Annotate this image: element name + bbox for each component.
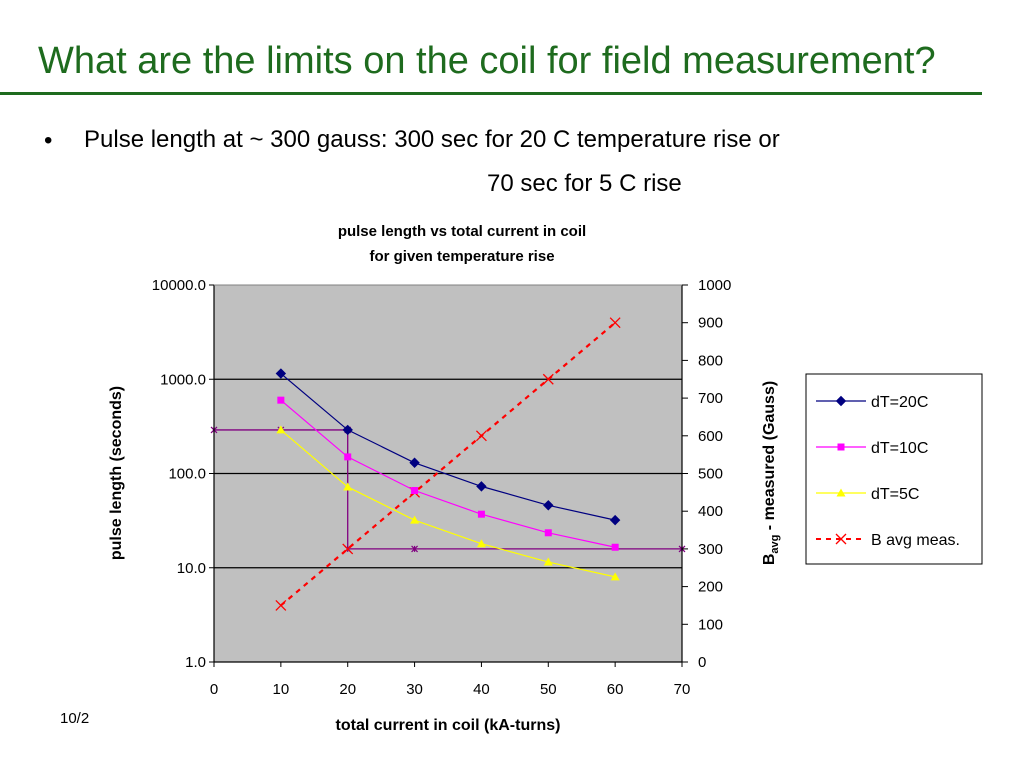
data-point bbox=[342, 424, 353, 436]
y-left-tick-label: 1000.0 bbox=[160, 371, 206, 388]
series-line bbox=[280, 373, 616, 521]
legend-box bbox=[805, 373, 983, 565]
series-line bbox=[280, 399, 616, 548]
legend-item: dT=20C bbox=[816, 394, 928, 411]
data-point bbox=[542, 373, 554, 385]
chart-title-line2: for given temperature rise bbox=[369, 248, 554, 265]
x-tick-label: 20 bbox=[339, 681, 356, 698]
data-point bbox=[342, 543, 354, 555]
y-left-tick-label: 1.0 bbox=[185, 654, 206, 671]
series-layer bbox=[275, 317, 621, 611]
data-point bbox=[277, 396, 285, 404]
y-left-tick-label: 100.0 bbox=[168, 466, 206, 483]
chart-title-line1: pulse length vs total current in coil bbox=[338, 223, 586, 240]
y-axis-right-label-rest: - measured (Gauss) bbox=[761, 381, 778, 535]
legend: dT=20C dT=10C dT=5C B avg meas. bbox=[805, 373, 983, 565]
x-marker-stroke bbox=[342, 543, 354, 555]
y-axis-left-label: pulse length (seconds) bbox=[108, 386, 125, 560]
legend-swatch-marker bbox=[837, 443, 845, 451]
legend-label: dT=20C bbox=[871, 394, 928, 411]
series-dt-20c bbox=[275, 368, 621, 526]
legend-swatch-marker bbox=[835, 533, 847, 545]
y-axis-right-label-main: B bbox=[761, 554, 778, 566]
bullet-text-line1: Pulse length at ~ 300 gauss: 300 sec for… bbox=[84, 126, 780, 153]
data-point bbox=[276, 425, 286, 434]
y-left-tick-label: 10.0 bbox=[177, 560, 206, 577]
y-right-tick-label: 1000 bbox=[698, 277, 731, 294]
data-point bbox=[275, 599, 287, 611]
legend-item: dT=5C bbox=[816, 486, 919, 503]
series-dt-5c bbox=[276, 425, 620, 581]
series-dt-10c bbox=[277, 396, 619, 551]
data-point bbox=[609, 317, 621, 329]
legend-swatch-marker bbox=[835, 395, 847, 407]
title-divider bbox=[0, 92, 982, 95]
y-right-tick-label: 800 bbox=[698, 352, 723, 369]
x-marker-stroke bbox=[542, 373, 554, 385]
data-point bbox=[610, 572, 620, 581]
y-right-tick-label: 700 bbox=[698, 390, 723, 407]
y-right-tick-label: 500 bbox=[698, 466, 723, 483]
guide-marker bbox=[411, 545, 418, 553]
y-right-tick-label: 0 bbox=[698, 654, 706, 671]
bullet-text-line2: 70 sec for 5 C rise bbox=[487, 170, 682, 197]
data-point bbox=[475, 430, 487, 442]
x-tick-label: 0 bbox=[210, 681, 218, 698]
data-point bbox=[344, 453, 352, 461]
x-axis-label: total current in coil (kA-turns) bbox=[336, 717, 561, 734]
y-right-tick-label: 300 bbox=[698, 541, 723, 558]
series-line bbox=[280, 321, 616, 607]
x-tick-label: 40 bbox=[473, 681, 490, 698]
x-marker-stroke bbox=[275, 599, 287, 611]
y-right-tick-label: 100 bbox=[698, 616, 723, 633]
data-point bbox=[543, 557, 553, 566]
bullet-marker: • bbox=[44, 127, 53, 154]
data-point bbox=[409, 457, 420, 468]
x-tick-label: 70 bbox=[674, 681, 691, 698]
legend-swatch-marker bbox=[836, 488, 846, 497]
data-point bbox=[609, 514, 621, 526]
legend-item: dT=10C bbox=[816, 440, 928, 457]
axes: 1.010.0100.01000.010000.0010020030040050… bbox=[152, 277, 732, 698]
data-point bbox=[476, 539, 486, 548]
x-tick-label: 10 bbox=[273, 681, 290, 698]
y-right-tick-label: 400 bbox=[698, 503, 723, 520]
legend-label: dT=5C bbox=[871, 486, 919, 503]
x-marker-stroke bbox=[835, 533, 847, 545]
series-line bbox=[280, 429, 616, 578]
y-right-tick-label: 900 bbox=[698, 315, 723, 332]
x-tick-label: 60 bbox=[607, 681, 624, 698]
x-tick-label: 30 bbox=[406, 681, 423, 698]
y-left-tick-label: 10000.0 bbox=[152, 277, 206, 294]
data-point bbox=[476, 481, 487, 492]
legend-item: B avg meas. bbox=[816, 532, 960, 549]
data-point bbox=[543, 500, 554, 511]
legend-label: dT=10C bbox=[871, 440, 928, 457]
data-point bbox=[411, 487, 419, 495]
slide-title: What are the limits on the coil for fiel… bbox=[38, 40, 936, 82]
legend-label: B avg meas. bbox=[871, 532, 960, 549]
data-point bbox=[477, 510, 485, 518]
x-marker-stroke bbox=[609, 317, 621, 329]
gridlines bbox=[214, 378, 682, 569]
x-marker-stroke bbox=[475, 430, 487, 442]
data-point bbox=[611, 543, 619, 551]
data-point bbox=[343, 482, 353, 491]
y-axis-right-label: Bavg - measured (Gauss) bbox=[761, 381, 781, 565]
data-point bbox=[410, 515, 420, 524]
x-tick-label: 50 bbox=[540, 681, 557, 698]
data-point bbox=[275, 368, 287, 379]
y-right-tick-label: 600 bbox=[698, 428, 723, 445]
y-right-tick-label: 200 bbox=[698, 579, 723, 596]
data-point bbox=[544, 529, 552, 537]
y-axis-right-label-sub: avg bbox=[769, 535, 781, 554]
footer-date: 10/2 bbox=[60, 710, 90, 727]
